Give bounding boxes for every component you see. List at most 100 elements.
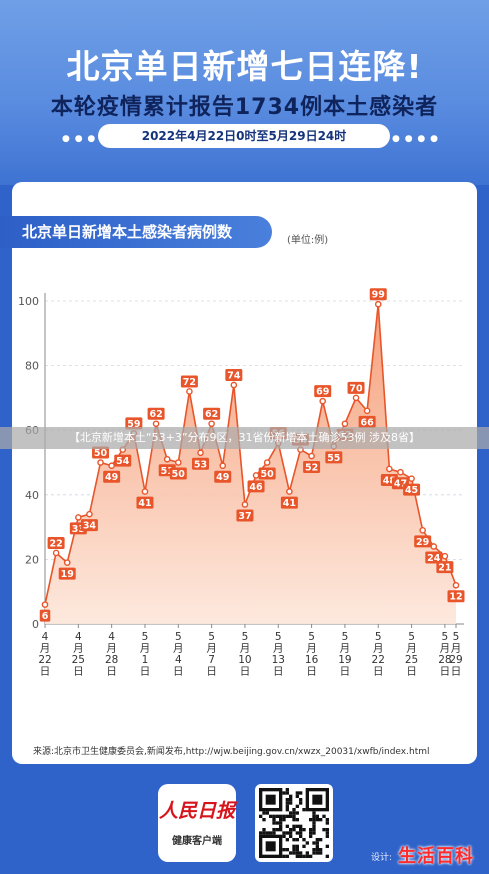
svg-text:月: 月 <box>440 643 451 655</box>
svg-text:日: 日 <box>340 666 351 678</box>
data-point <box>86 510 93 518</box>
svg-text:55: 55 <box>327 453 340 464</box>
date-range-badge: 2022年4月22日0时至5月29日24时 <box>98 124 390 148</box>
data-point <box>63 559 71 566</box>
svg-text:月: 月 <box>206 643 217 655</box>
svg-text:99: 99 <box>372 290 385 301</box>
svg-text:日: 日 <box>306 666 317 678</box>
svg-text:19: 19 <box>61 569 74 580</box>
data-label: 37 <box>236 509 254 522</box>
svg-text:12: 12 <box>449 592 462 603</box>
data-point <box>352 394 360 402</box>
svg-text:46: 46 <box>249 482 263 493</box>
svg-text:53: 53 <box>194 459 207 470</box>
data-point <box>97 459 104 466</box>
watermark: 生活百科 <box>398 846 474 867</box>
svg-text:5: 5 <box>453 631 460 643</box>
logo-mark: 人民日报 <box>158 800 235 822</box>
svg-text:41: 41 <box>283 498 296 509</box>
page-title: 北京单日新增七日连降! <box>66 47 423 86</box>
data-point <box>308 452 315 460</box>
news-caption-overlay: 【北京新增本土“53+3”分布9区，31省份新增本土确诊53例 涉及8省】 <box>0 427 489 449</box>
svg-text:72: 72 <box>183 377 196 388</box>
svg-text:日: 日 <box>273 666 284 678</box>
source-note: 来源:北京市卫生健康委员会,新闻发布,http://wjw.beijing.go… <box>33 747 430 757</box>
x-axis: 4月22日4月25日4月28日5月1日5月4日5月7日5月10日5月13日5月1… <box>38 624 463 678</box>
y-tick-label: 100 <box>18 295 39 308</box>
svg-text:50: 50 <box>94 448 108 459</box>
svg-text:25: 25 <box>405 654 418 666</box>
svg-text:59: 59 <box>127 419 140 430</box>
chart-title: 北京单日新增本土感染者病例数 <box>0 216 272 248</box>
svg-text:日: 日 <box>206 666 217 678</box>
data-label: 52 <box>303 461 321 474</box>
svg-text:4: 4 <box>42 631 49 643</box>
svg-text:34: 34 <box>83 521 97 532</box>
data-label: 55 <box>325 451 343 464</box>
data-point <box>41 601 49 608</box>
decorative-dots-right: ● ● ● ● <box>392 134 439 144</box>
data-label: 50 <box>92 446 110 459</box>
data-point <box>441 552 449 560</box>
data-label: 34 <box>80 519 98 532</box>
svg-text:47: 47 <box>394 479 407 490</box>
data-point <box>319 397 327 405</box>
data-point <box>419 527 426 534</box>
svg-text:21: 21 <box>438 563 451 574</box>
x-tick-label: 5月29日 <box>449 631 462 678</box>
data-point <box>341 420 349 428</box>
brand-logo: 人民日报 健康客户端 <box>158 784 236 862</box>
svg-text:4: 4 <box>175 654 182 666</box>
svg-text:28: 28 <box>438 654 451 666</box>
svg-text:7: 7 <box>208 654 215 666</box>
svg-text:5: 5 <box>275 631 282 643</box>
svg-text:62: 62 <box>149 409 162 420</box>
data-label: 24 <box>425 551 443 564</box>
svg-text:16: 16 <box>305 654 319 666</box>
data-point <box>252 472 260 479</box>
svg-text:日: 日 <box>440 666 451 678</box>
data-point <box>452 581 460 589</box>
header-banner: 北京单日新增七日连降! 本轮疫情累计报告1734例本土感染者 ● ● ● ● 2… <box>0 0 489 185</box>
svg-text:5: 5 <box>408 631 415 643</box>
data-label: 53 <box>192 457 210 470</box>
svg-text:月: 月 <box>340 643 351 655</box>
logo-subtitle: 健康客户端 <box>172 836 222 847</box>
svg-text:50: 50 <box>172 469 186 480</box>
data-label: 29 <box>414 535 432 548</box>
svg-text:37: 37 <box>238 511 251 522</box>
data-point <box>230 381 238 389</box>
y-tick-label: 40 <box>25 489 39 502</box>
page-subtitle: 本轮疫情累计报告1734例本土感染者 <box>50 95 439 120</box>
y-tick-label: 0 <box>32 618 39 631</box>
svg-text:5: 5 <box>308 631 315 643</box>
svg-text:日: 日 <box>240 666 251 678</box>
data-point <box>108 462 115 470</box>
svg-text:28: 28 <box>105 654 118 666</box>
svg-text:33: 33 <box>72 524 85 535</box>
svg-text:69: 69 <box>316 387 329 398</box>
svg-text:5: 5 <box>142 631 149 643</box>
data-point <box>408 475 415 482</box>
svg-text:日: 日 <box>140 666 151 678</box>
data-point <box>397 468 404 476</box>
y-tick-label: 20 <box>25 553 39 566</box>
svg-text:5: 5 <box>208 631 215 643</box>
svg-text:日: 日 <box>106 666 117 678</box>
data-label: 62 <box>203 407 221 420</box>
data-point <box>75 514 82 521</box>
svg-text:22: 22 <box>38 654 51 666</box>
decorative-dots-left: ● ● ● ● <box>62 134 109 144</box>
svg-text:48: 48 <box>383 475 397 486</box>
svg-text:49: 49 <box>105 472 118 483</box>
svg-text:54: 54 <box>116 456 130 467</box>
svg-text:5: 5 <box>375 631 382 643</box>
svg-text:62: 62 <box>205 409 218 420</box>
data-point <box>197 449 204 457</box>
svg-text:月: 月 <box>173 643 184 655</box>
data-point <box>430 543 438 550</box>
svg-text:29: 29 <box>449 654 462 666</box>
